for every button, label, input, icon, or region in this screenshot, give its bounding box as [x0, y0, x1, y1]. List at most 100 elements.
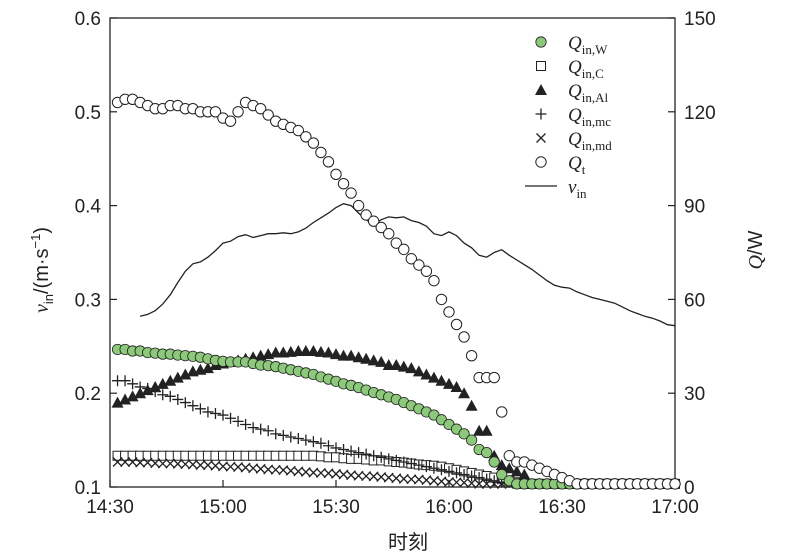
series-Qt	[111, 93, 681, 490]
point-Qinmc	[390, 454, 402, 466]
right-y-axis-label: Q/W	[745, 230, 767, 269]
point-Qinmc	[473, 472, 485, 484]
point-QinW	[481, 447, 493, 459]
point-Qt	[224, 115, 237, 127]
point-Qinmd	[218, 461, 228, 472]
point-Qinmd	[172, 458, 183, 469]
point-Qt	[254, 102, 267, 115]
legend-label-Qinmd: Qin,md	[568, 129, 612, 153]
point-Qinmc	[187, 400, 199, 412]
point-Qinmc	[375, 451, 387, 463]
left-y-tick-label: 0.4	[75, 197, 102, 218]
point-Qinmc	[345, 445, 357, 457]
point-QinAl	[375, 355, 388, 367]
point-Qinmc	[194, 403, 206, 415]
point-Qinmd	[263, 464, 274, 475]
left-y-axis-label-exp: −1	[28, 234, 43, 249]
point-Qinmc	[488, 475, 500, 487]
point-Qinmc	[240, 418, 252, 430]
x-tick-label: 16:30	[538, 497, 586, 518]
legend-marker-Qinmc	[535, 108, 547, 120]
plot-frame	[109, 17, 676, 488]
point-Qinmc	[338, 443, 350, 455]
point-Qinmc	[466, 470, 478, 482]
legend-label-QinW: Qin,W	[568, 33, 608, 57]
legend-label-base: Q	[568, 153, 582, 174]
point-Qinmc	[209, 408, 221, 420]
point-Qt	[300, 131, 312, 143]
point-Qt	[398, 243, 410, 256]
point-Qinmd	[180, 459, 191, 470]
point-Qinmc	[481, 473, 493, 485]
point-Qinmc	[202, 406, 214, 418]
point-Qinmd	[157, 458, 168, 469]
point-Qinmd	[315, 467, 326, 478]
point-QinAl	[390, 359, 403, 371]
point-Qinmd	[361, 471, 372, 482]
point-Qinmd	[474, 478, 485, 489]
x-tick-label: 15:00	[199, 497, 247, 518]
point-QinAl	[179, 368, 192, 380]
point-QinAl	[134, 387, 147, 399]
point-QinAl	[397, 360, 410, 372]
legend-label-sub: in,C	[582, 66, 604, 81]
point-Qt	[262, 109, 274, 121]
point-QinAl	[149, 380, 162, 392]
x-tick-label: 17:00	[651, 497, 699, 518]
point-Qinmc	[225, 412, 237, 424]
point-QinAl	[156, 377, 169, 389]
point-Qt	[232, 106, 244, 118]
point-Qinmd	[451, 477, 462, 488]
point-Qinmd	[165, 458, 176, 469]
point-Qt	[450, 318, 463, 331]
legend-label-QinC: Qin,C	[568, 57, 604, 81]
point-Qinmc	[353, 447, 365, 459]
point-QinAl	[352, 351, 365, 363]
point-Qinmc	[405, 458, 417, 470]
point-QinAl	[420, 368, 433, 380]
point-Qinmc	[443, 465, 455, 477]
point-Qinmd	[353, 470, 364, 481]
legend-marker-QinC	[536, 61, 546, 71]
legend-label-base: Q	[568, 105, 582, 126]
point-QinAl	[450, 380, 463, 392]
point-QinAl	[119, 393, 132, 405]
right-y-axis-label-unit: /W	[745, 230, 767, 255]
legend-label-sub: in,md	[582, 138, 612, 153]
point-Qinmc	[164, 390, 176, 402]
point-QinW	[458, 428, 470, 440]
point-Qt	[209, 106, 222, 118]
right-y-tick-label: 120	[684, 103, 716, 124]
legend-label-base: Q	[568, 81, 582, 102]
right-y-tick-label: 150	[684, 9, 716, 30]
point-QinAl	[458, 387, 471, 399]
point-Qt	[367, 215, 380, 227]
point-Qinmd	[406, 474, 417, 485]
point-Qt	[383, 228, 395, 240]
legend-marker-Qinmd	[536, 133, 546, 143]
point-Qinmd	[270, 464, 281, 475]
legend-label-Qt: Qt	[568, 153, 586, 177]
point-Qinmc	[330, 442, 342, 454]
point-Qinmc	[179, 397, 191, 409]
legend-marker-Qt	[535, 156, 547, 168]
point-Qinmc	[127, 378, 139, 390]
point-Qinmc	[307, 436, 319, 448]
right-y-tick-label: 30	[684, 384, 705, 405]
point-QinAl	[405, 362, 418, 374]
legend-label-QinAl: Qin,Al	[568, 81, 608, 105]
point-Qinmd	[135, 457, 146, 468]
chart-axes: 14:30 15:00 15:30 16:00 16:30 17:00 0.1 0.2 0.3 0…	[75, 9, 716, 518]
point-Qinmc	[428, 462, 440, 474]
left-y-axis-label-base: v	[31, 304, 53, 313]
point-QinAl	[307, 344, 320, 356]
point-Qt	[360, 209, 372, 221]
point-Qt	[345, 187, 357, 199]
point-Qinmc	[322, 440, 334, 452]
series-vin	[139, 203, 676, 327]
point-QinAl	[345, 349, 358, 361]
point-Qinmc	[247, 422, 259, 434]
left-y-axis-label: vin/(m·s−1)	[28, 227, 56, 313]
point-Qinmc	[285, 431, 297, 443]
legend-label-base: Q	[568, 57, 582, 78]
